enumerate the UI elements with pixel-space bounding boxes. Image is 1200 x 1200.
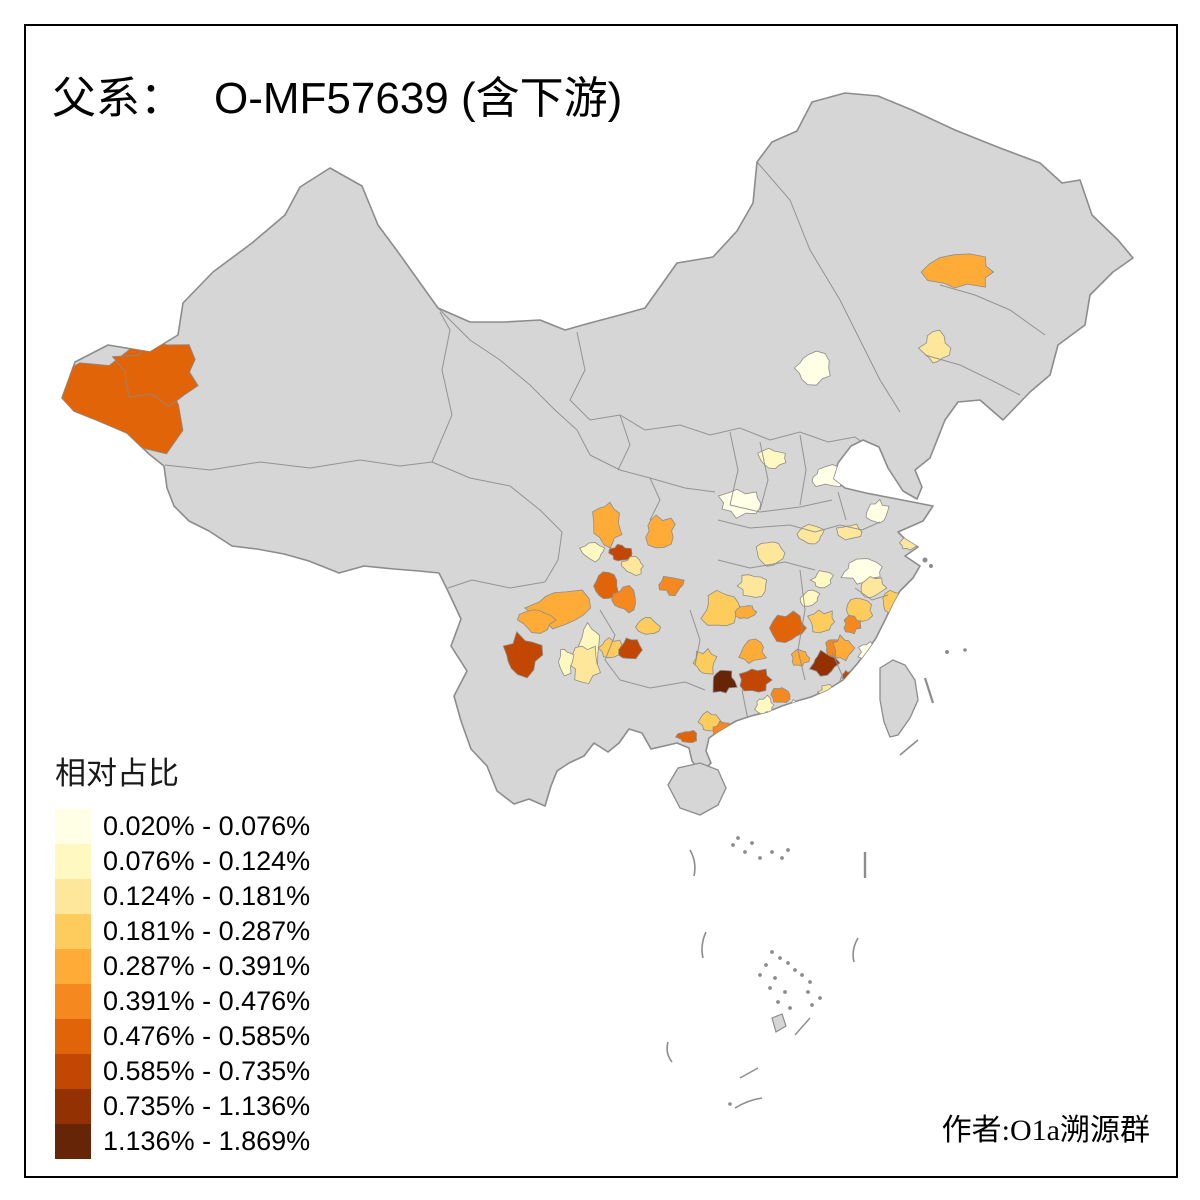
legend-swatch <box>55 1054 91 1089</box>
mainland-outline <box>61 92 1134 807</box>
map-region <box>621 556 645 577</box>
map-region <box>692 648 718 675</box>
legend-swatch <box>55 809 91 844</box>
map-region <box>645 514 676 549</box>
legend-swatch <box>55 844 91 879</box>
legend-row: 0.020% - 0.076% <box>55 809 310 844</box>
legend-label: 0.735% - 1.136% <box>103 1091 311 1121</box>
legend-label: 1.136% - 1.869% <box>103 1126 311 1156</box>
legend-row: 0.181% - 0.287% <box>55 914 310 949</box>
title-haplogroup: O-MF57639 (含下游) <box>214 74 623 123</box>
map-region <box>579 542 606 563</box>
legend-label: 0.076% - 0.124% <box>103 846 311 876</box>
map-region <box>799 589 821 607</box>
map-region <box>717 488 762 519</box>
legend-swatch <box>55 879 91 914</box>
map-region <box>917 329 952 364</box>
attribution: 作者:O1a溯源群 <box>941 1114 1150 1147</box>
map-region <box>111 339 199 407</box>
map-region <box>738 638 768 665</box>
legend-label: 0.476% - 0.585% <box>103 1021 311 1051</box>
legend: 相对占比 0.020% - 0.076% 0.076% - 0.124% 0.124… <box>55 748 310 1159</box>
map-region <box>790 648 811 667</box>
legend-row: 0.076% - 0.124% <box>55 844 310 879</box>
map-region <box>674 730 698 743</box>
map-region <box>738 668 773 693</box>
map-region <box>832 634 856 662</box>
legend-rows: 0.020% - 0.076% 0.076% - 0.124% 0.124% - 0… <box>55 809 310 1159</box>
map-region <box>865 498 890 524</box>
map-region <box>517 609 557 634</box>
legend-label: 0.020% - 0.076% <box>103 811 311 841</box>
map-region <box>860 576 888 599</box>
hainan-island <box>667 762 727 816</box>
legend-label: 0.391% - 0.476% <box>103 986 311 1016</box>
figure-frame <box>24 24 1178 1178</box>
legend-row: 0.124% - 0.181% <box>55 879 310 914</box>
page-title: 父系： O-MF57639 (含下游) <box>52 62 622 126</box>
province-borders <box>164 161 1046 741</box>
south-sea-islands <box>666 557 967 1109</box>
map-region <box>808 649 841 677</box>
map-region <box>700 589 742 627</box>
legend-title: 相对占比 <box>55 756 179 791</box>
map-region <box>769 610 807 644</box>
map-region <box>658 575 685 597</box>
legend-swatch <box>55 984 91 1019</box>
map-region <box>734 605 758 619</box>
map-region <box>806 609 836 634</box>
legend-label: 0.585% - 0.735% <box>103 1056 311 1086</box>
map-region <box>793 350 831 386</box>
legend-label: 0.287% - 0.391% <box>103 951 311 981</box>
legend-row: 0.391% - 0.476% <box>55 984 310 1019</box>
legend-swatch <box>55 1124 91 1159</box>
map-region <box>736 574 768 598</box>
map-region <box>845 597 874 622</box>
map-region <box>618 637 643 660</box>
map-region <box>502 631 544 679</box>
legend-swatch <box>55 914 91 949</box>
legend-swatch <box>55 1019 91 1054</box>
map-region <box>712 669 738 694</box>
legend-label: 0.181% - 0.287% <box>103 916 311 946</box>
legend-row: 1.136% - 1.869% <box>55 1124 310 1159</box>
taiwan-island <box>879 659 919 738</box>
legend-row: 0.735% - 1.136% <box>55 1089 310 1124</box>
legend-label: 0.124% - 0.181% <box>103 881 311 911</box>
map-region <box>608 543 633 562</box>
legend-swatch <box>55 1089 91 1124</box>
colored-regions <box>62 253 995 743</box>
map-region <box>557 648 575 677</box>
map-region <box>770 687 791 703</box>
legend-row: 0.585% - 0.735% <box>55 1054 310 1089</box>
map-region <box>635 617 662 635</box>
map-region <box>592 501 623 549</box>
map-region <box>524 589 592 630</box>
map-region <box>920 253 995 289</box>
legend-swatch <box>55 949 91 984</box>
title-prefix: 父系： <box>52 74 184 123</box>
legend-row: 0.476% - 0.585% <box>55 1019 310 1054</box>
legend-row: 0.287% - 0.391% <box>55 949 310 984</box>
map-region <box>611 585 636 614</box>
map-region <box>809 570 834 589</box>
